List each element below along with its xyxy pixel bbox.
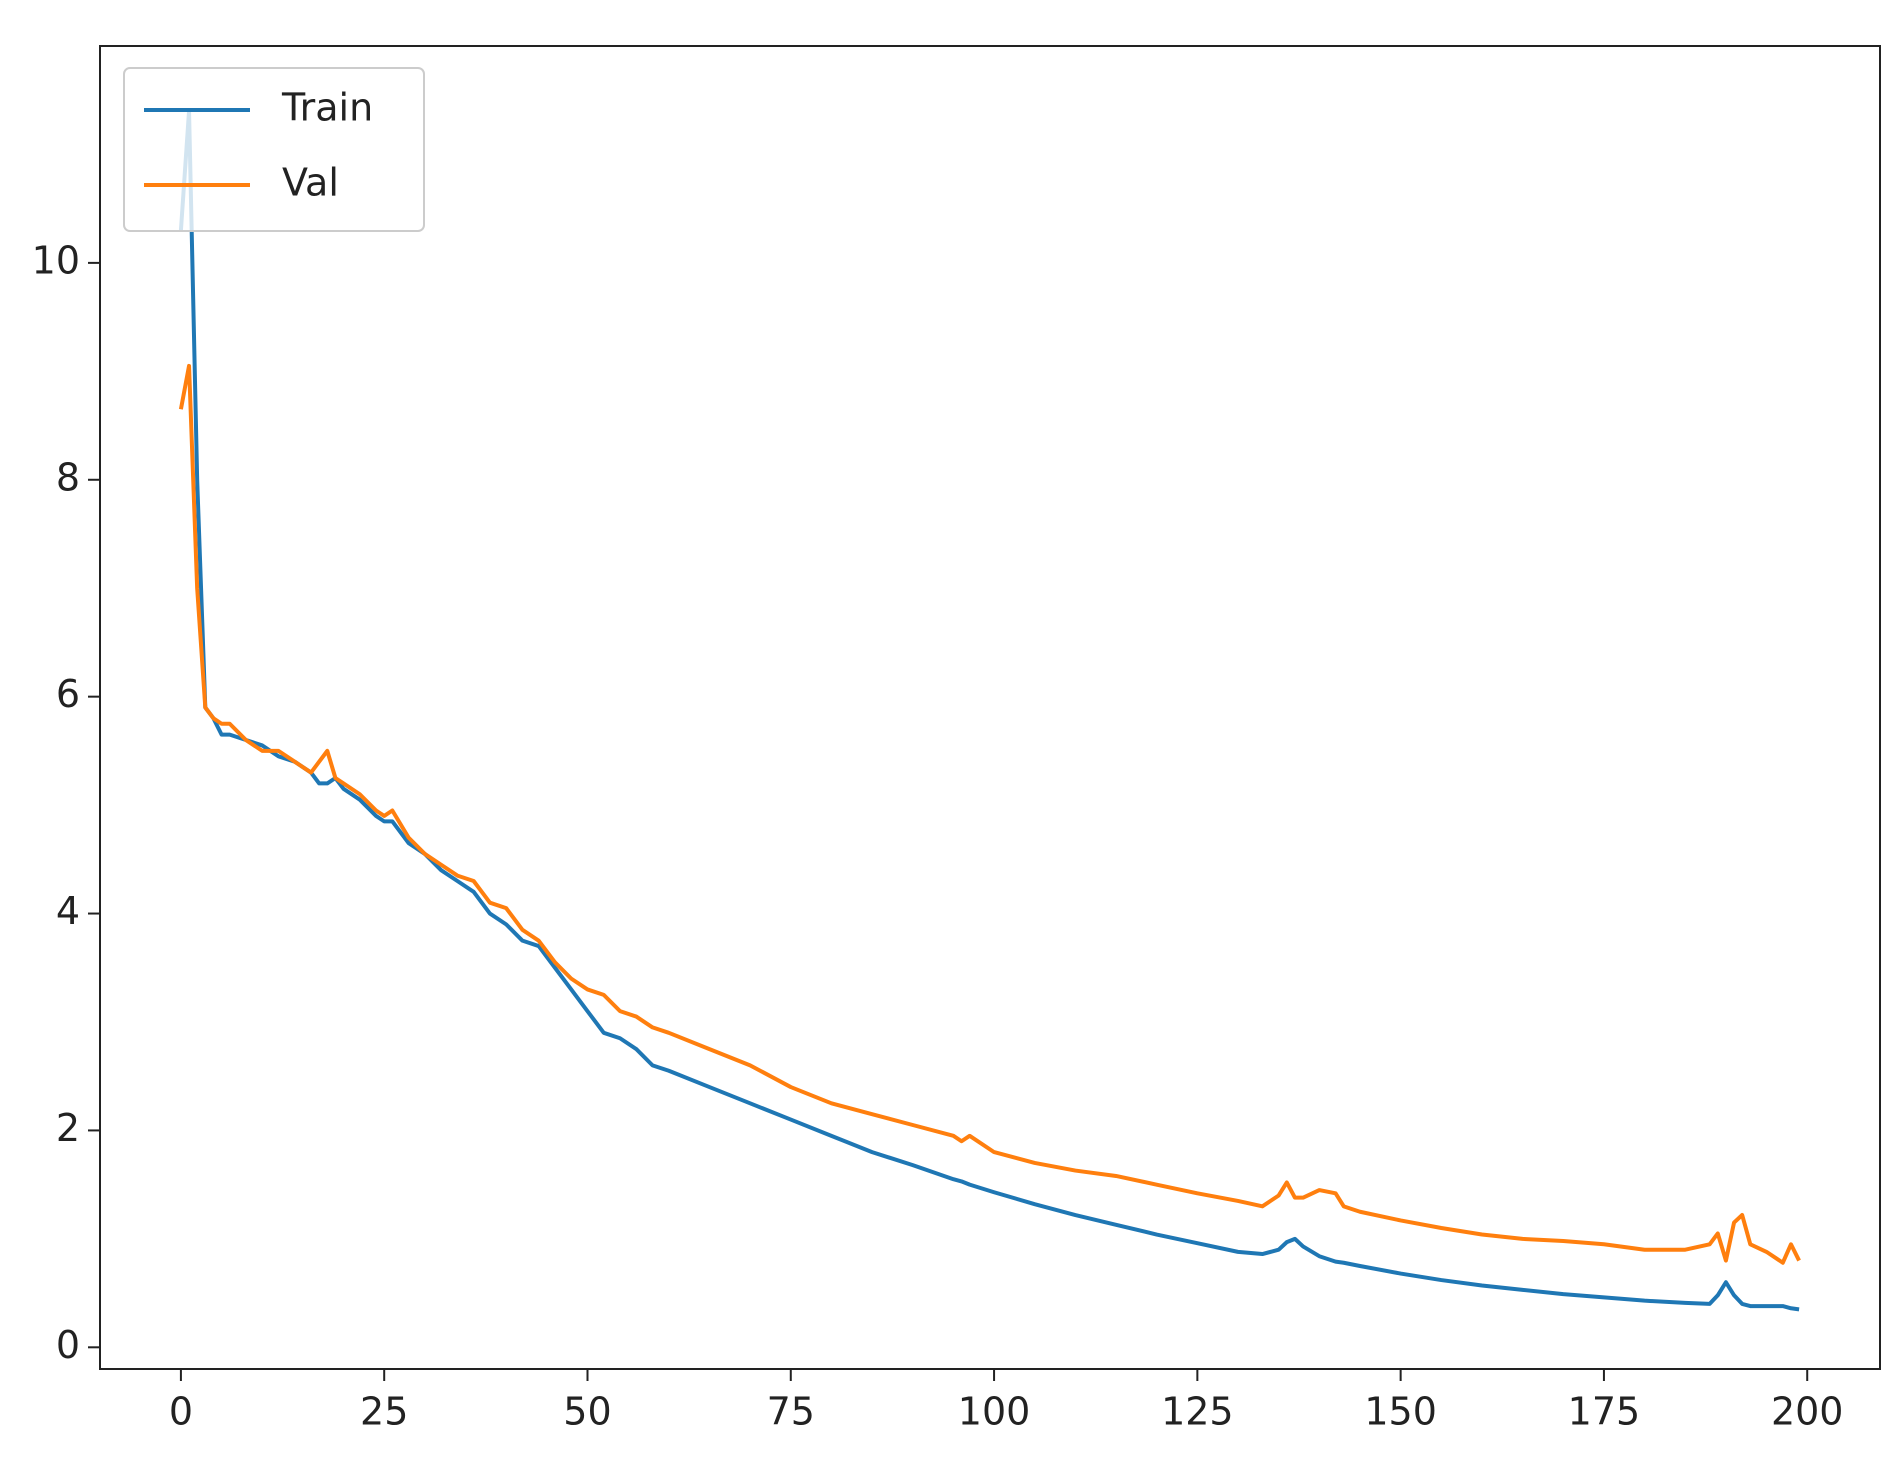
plot-frame xyxy=(99,45,1881,1370)
legend-box xyxy=(123,67,425,232)
y-tick-label: 10 xyxy=(32,238,80,282)
legend-label: Train xyxy=(281,86,373,130)
x-tick-label: 0 xyxy=(169,1390,193,1434)
y-tick-label: 4 xyxy=(56,889,80,933)
x-tick-label: 25 xyxy=(360,1390,408,1434)
x-tick-label: 50 xyxy=(563,1390,611,1434)
series-line xyxy=(178,363,1801,1265)
x-tick-label: 75 xyxy=(767,1390,815,1434)
y-tick-label: 2 xyxy=(56,1106,80,1150)
y-tick-label: 0 xyxy=(56,1323,80,1367)
x-tick-label: 100 xyxy=(958,1390,1031,1434)
x-tick-label: 150 xyxy=(1364,1390,1437,1434)
legend: Train Val xyxy=(123,67,425,232)
y-tick-label: 6 xyxy=(56,672,80,716)
y-tick-label: 8 xyxy=(56,455,80,499)
series-line xyxy=(178,109,1800,1312)
x-tick-label: 175 xyxy=(1568,1390,1641,1434)
x-tick-label: 200 xyxy=(1771,1390,1844,1434)
legend-label: Val xyxy=(282,161,339,205)
x-tick-label: 125 xyxy=(1161,1390,1234,1434)
